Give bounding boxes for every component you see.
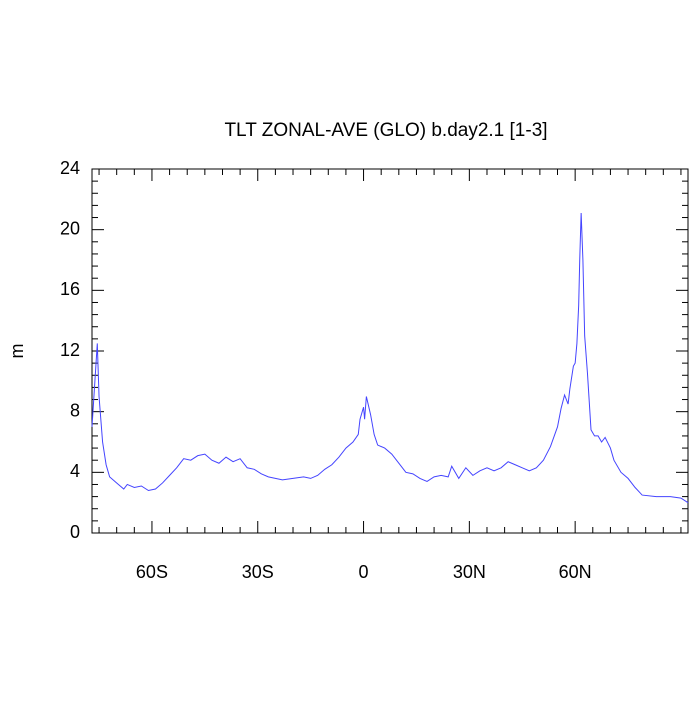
y-tick-label: 12: [60, 340, 80, 360]
y-tick-label: 8: [70, 400, 80, 420]
y-tick-label: 24: [60, 158, 80, 178]
x-tick-label: 60N: [559, 562, 592, 582]
line: [91, 212, 689, 504]
chart-title: TLT ZONAL-AVE (GLO) b.day2.1 [1-3]: [224, 120, 547, 141]
x-tick-label: 30N: [453, 562, 486, 582]
y-tick-label: 0: [70, 522, 80, 542]
x-tick-label: 60S: [136, 562, 168, 582]
y-tick-label: 20: [60, 218, 80, 238]
x-tick-label: 0: [359, 562, 369, 582]
x-tick-label: 30S: [242, 562, 274, 582]
y-axis-label: m: [7, 344, 27, 359]
y-tick-label: 16: [60, 279, 80, 299]
y-tick-label: 4: [70, 461, 80, 481]
